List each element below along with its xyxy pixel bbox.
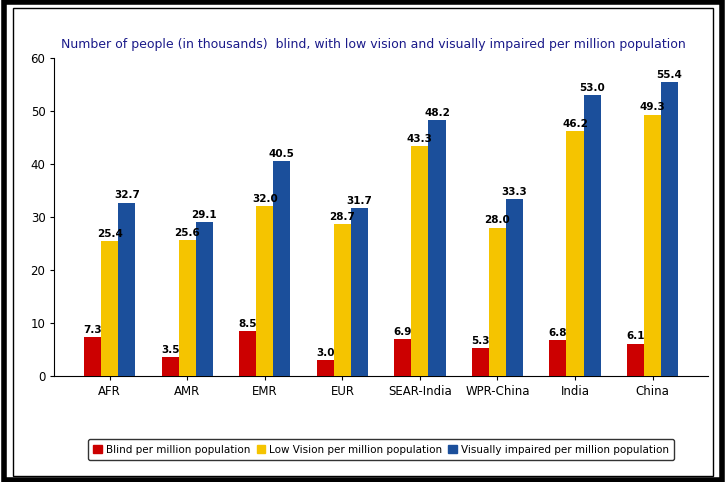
Bar	[179, 240, 196, 376]
Text: 29.1: 29.1	[192, 210, 217, 220]
Text: 48.2: 48.2	[424, 108, 450, 118]
Bar	[644, 115, 661, 376]
Bar	[334, 224, 351, 376]
Text: 7.3: 7.3	[83, 325, 102, 335]
Bar	[162, 358, 179, 376]
Bar	[661, 82, 678, 376]
Text: 6.1: 6.1	[627, 332, 645, 341]
Text: 40.5: 40.5	[269, 149, 295, 159]
Text: 49.3: 49.3	[640, 103, 666, 112]
Text: 32.0: 32.0	[252, 194, 278, 204]
Bar	[472, 348, 489, 376]
Text: 8.5: 8.5	[239, 319, 257, 329]
Bar	[566, 131, 584, 376]
Text: 5.3: 5.3	[471, 336, 489, 346]
Bar	[584, 95, 600, 376]
Bar	[256, 206, 274, 376]
Bar	[84, 337, 101, 376]
Bar	[240, 331, 256, 376]
Text: 3.5: 3.5	[161, 345, 179, 355]
Bar	[394, 339, 412, 376]
Bar	[489, 228, 506, 376]
Text: 43.3: 43.3	[407, 134, 433, 144]
Bar	[118, 202, 135, 376]
Legend: Blind per million population, Low Vision per million population, Visually impair: Blind per million population, Low Vision…	[88, 440, 674, 460]
Text: 32.7: 32.7	[114, 190, 139, 201]
Text: 3.0: 3.0	[316, 348, 335, 358]
Bar	[317, 360, 334, 376]
Text: Number of people (in thousands)  blind, with low vision and visually impaired pe: Number of people (in thousands) blind, w…	[61, 39, 686, 52]
Text: 33.3: 33.3	[502, 187, 527, 197]
Text: 46.2: 46.2	[562, 119, 588, 129]
Text: 31.7: 31.7	[346, 196, 372, 206]
Text: 6.8: 6.8	[549, 328, 567, 338]
Bar	[274, 161, 290, 376]
Bar	[412, 147, 428, 376]
Text: 6.9: 6.9	[393, 327, 412, 337]
Bar	[428, 120, 446, 376]
Text: 55.4: 55.4	[657, 70, 682, 80]
Text: 53.0: 53.0	[579, 83, 605, 93]
Bar	[506, 200, 523, 376]
Text: 25.4: 25.4	[97, 229, 123, 239]
Bar	[196, 222, 213, 376]
Bar	[351, 208, 368, 376]
Bar	[627, 344, 644, 376]
Text: 28.0: 28.0	[484, 215, 510, 226]
Text: 28.7: 28.7	[330, 212, 355, 222]
Text: 25.6: 25.6	[174, 228, 200, 238]
Bar	[550, 340, 566, 376]
Bar	[101, 241, 118, 376]
